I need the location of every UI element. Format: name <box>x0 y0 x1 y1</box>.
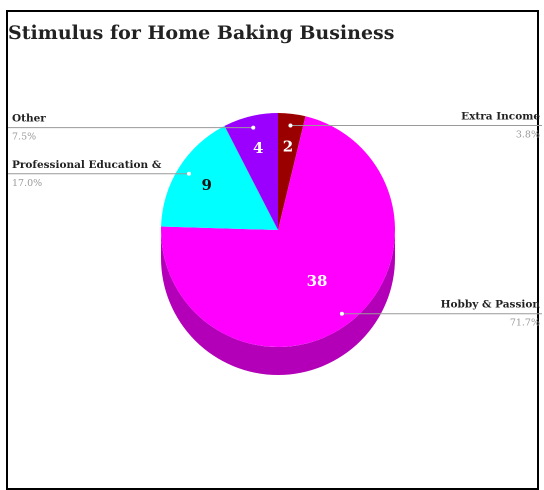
pie-slice-hobby-passion[interactable] <box>160 116 395 348</box>
slice-percent: 17.0% <box>12 178 42 189</box>
leader-dot <box>186 171 191 176</box>
slice-percent: 7.5% <box>12 132 36 143</box>
leader-dot <box>251 125 256 130</box>
slice-label: Extra Income <box>461 110 540 122</box>
data-label-value: 9 <box>202 176 212 194</box>
slice-percent: 3.8% <box>516 129 540 140</box>
slice-label: Hobby & Passion <box>441 299 541 311</box>
pie-slice-professional-education[interactable] <box>161 125 278 230</box>
data-label-value: 38 <box>307 272 328 290</box>
leader-dot <box>339 311 344 316</box>
pie-slice-extra-income[interactable] <box>278 113 306 230</box>
pie-slice-other[interactable] <box>224 113 278 230</box>
slice-percent: 71.7% <box>510 318 540 329</box>
data-label-value: 4 <box>253 139 263 157</box>
data-label-value: 2 <box>283 137 293 155</box>
chart-title: Stimulus for Home Baking Business <box>8 22 395 44</box>
slice-label: Other <box>12 113 46 125</box>
pie-side-hobby-passion <box>161 230 395 375</box>
leader-dot <box>288 123 293 128</box>
slice-label: Professional Education & <box>12 159 162 171</box>
